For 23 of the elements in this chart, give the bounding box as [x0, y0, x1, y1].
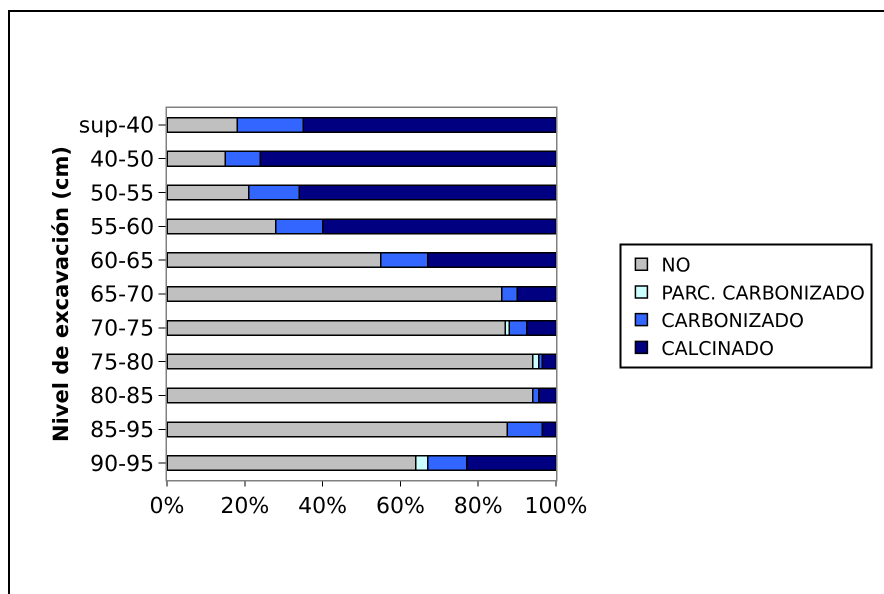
y-tick-label: 50-55	[90, 181, 154, 206]
legend-label: CARBONIZADO	[661, 310, 804, 332]
y-tick-label: 70-75	[90, 316, 154, 342]
x-tick-label: 100%	[524, 494, 588, 519]
legend-label: PARC. CARBONIZADO	[661, 282, 865, 304]
x-tick-label: 20%	[220, 494, 270, 519]
y-tick-label: 55-60	[90, 215, 154, 240]
y-axis-title: Nivel de excavación (cm)	[49, 146, 74, 442]
y-tick-label: 40-50	[90, 147, 154, 172]
y-tick-label: 80-85	[90, 384, 154, 410]
y-tick-label: 75-80	[90, 350, 154, 376]
y-tick-label: sup-40	[78, 114, 154, 139]
y-tick-label: 90-95	[90, 452, 154, 477]
x-tick-label: 0%	[150, 494, 184, 519]
y-tick-label: 85-95	[90, 418, 154, 443]
x-tick-label: 40%	[298, 494, 348, 519]
x-tick-label: 60%	[376, 494, 425, 519]
legend-label: CALCINADO	[661, 338, 774, 360]
legend-label: NO	[661, 254, 691, 277]
y-tick-label: 65-70	[90, 282, 154, 308]
bar	[542, 354, 556, 370]
y-tick-label: 60-65	[90, 248, 154, 274]
x-tick-label: 80%	[454, 494, 503, 519]
